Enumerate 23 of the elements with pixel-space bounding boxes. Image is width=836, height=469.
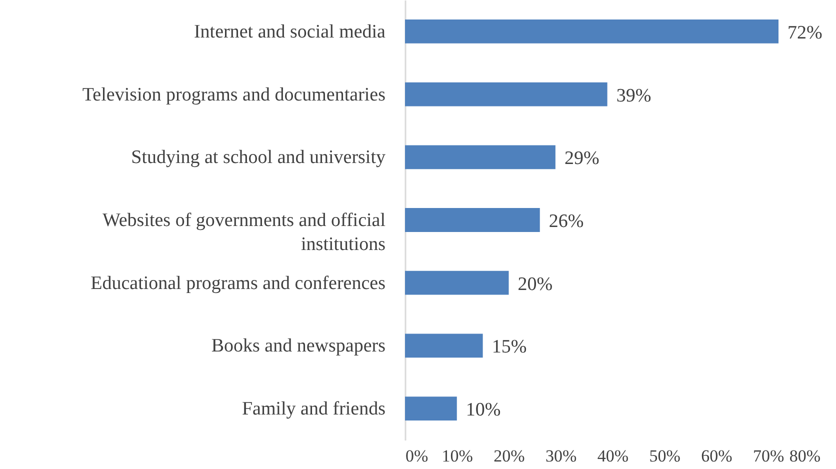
y-tick-label: Television programs and documentaries xyxy=(82,84,386,106)
x-tick-label: 20% xyxy=(494,446,525,466)
x-tick-label: 50% xyxy=(649,446,680,466)
y-tick-label: Websites of governments and official institutions xyxy=(102,210,386,255)
data-label: 72% xyxy=(788,22,822,44)
x-tick-label: 40% xyxy=(597,446,629,466)
x-tick-label: 30% xyxy=(546,446,577,466)
data-label: 39% xyxy=(616,85,652,106)
x-tick-label: 10% xyxy=(442,446,473,466)
x-tick-label: 60% xyxy=(701,446,732,466)
y-tick-label: Internet and social media xyxy=(194,21,386,42)
y-tick-label: Educational programs and conferences xyxy=(90,272,386,294)
data-label: 20% xyxy=(518,274,553,295)
y-tick-label: Studying at school and university xyxy=(131,147,386,168)
data-label: 15% xyxy=(492,336,527,358)
y-tick-label: Books and newspapers xyxy=(211,336,386,357)
x-tick-label: 0% xyxy=(406,446,428,466)
data-label: 26% xyxy=(548,211,584,232)
x-tick-label: 70% xyxy=(753,446,784,466)
data-label: 10% xyxy=(466,400,501,421)
data-label: 29% xyxy=(564,148,600,170)
x-tick-label: 80% xyxy=(789,446,820,466)
y-tick-label: Family and friends xyxy=(242,398,386,420)
